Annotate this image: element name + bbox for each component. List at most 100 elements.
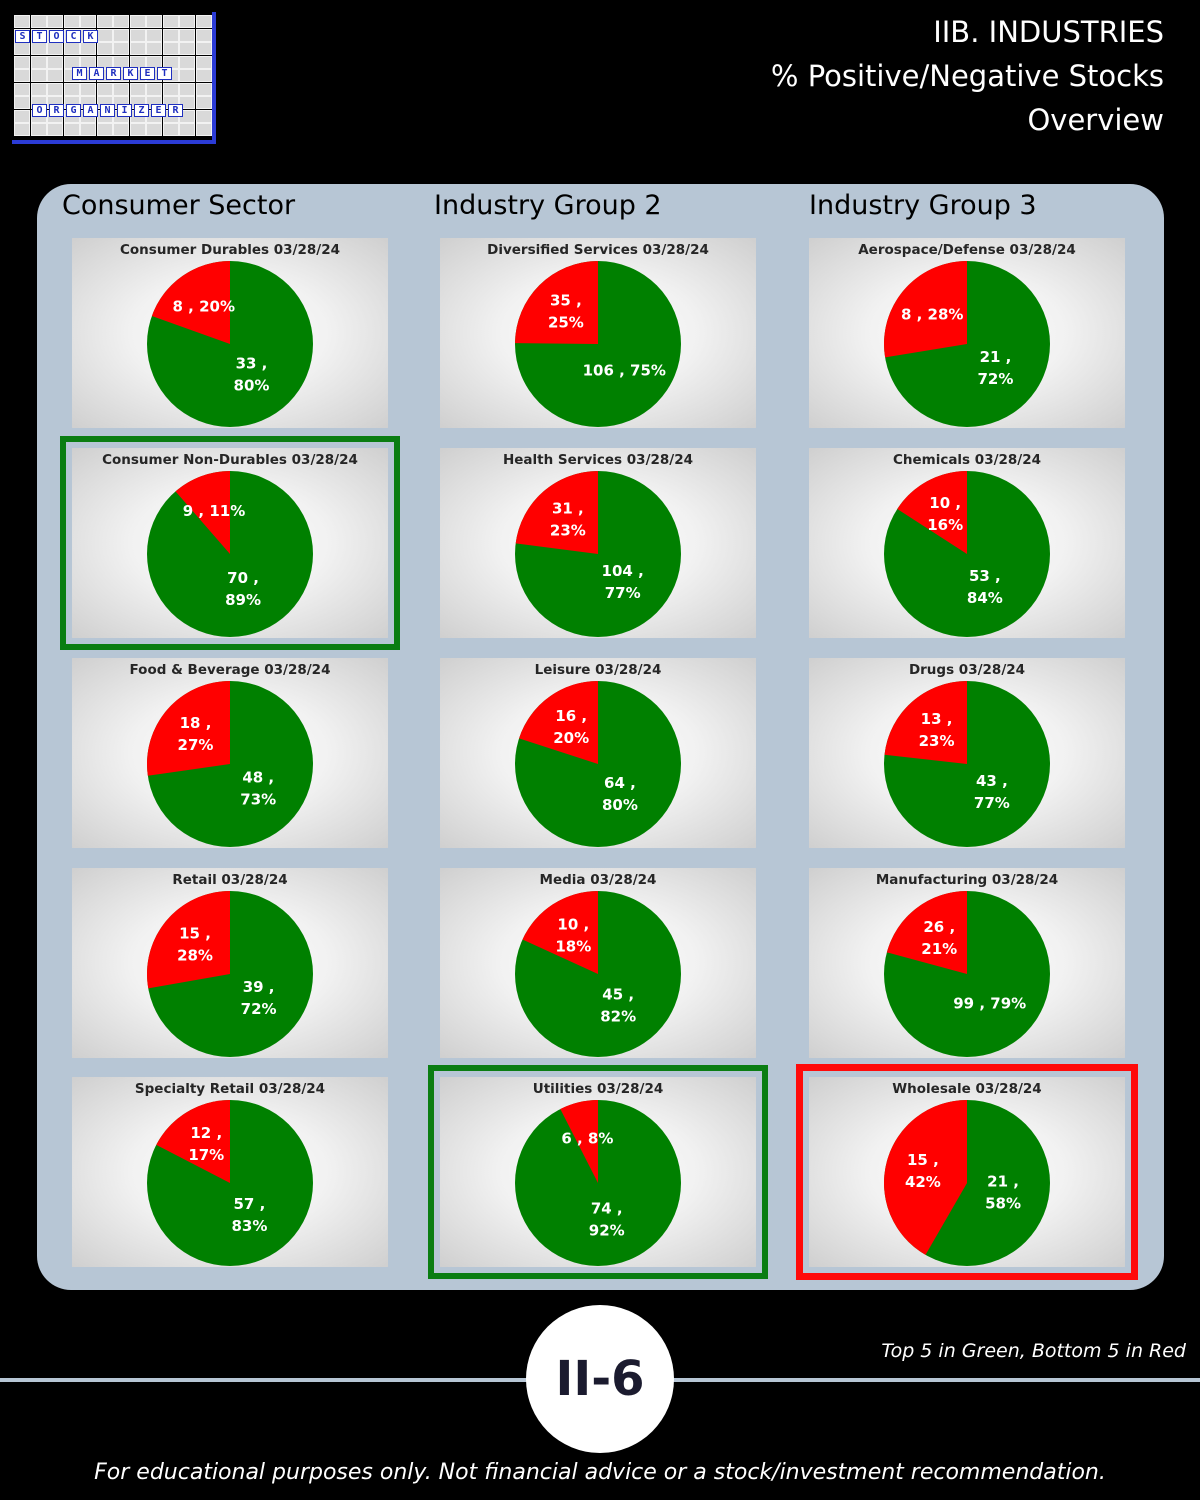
- logo-letter: O: [32, 104, 47, 117]
- data-label-negative: 8 , 20%: [172, 298, 234, 316]
- pie-chart-svg: 15 , 28% 39 , 72%: [147, 891, 313, 1057]
- data-label-negative: 26 , 21%: [921, 918, 957, 958]
- data-label-positive: 70 , 89%: [225, 569, 261, 609]
- data-label-line: 20%: [553, 729, 589, 747]
- pie-chart-svg: 26 , 21% 99 , 79%: [884, 891, 1050, 1057]
- data-label-line: 21%: [921, 940, 957, 958]
- logo-letter: R: [49, 104, 64, 117]
- data-label-line: 72%: [978, 370, 1014, 388]
- data-label-line: 99 , 79%: [953, 995, 1026, 1013]
- pie-chart-svg: 10 , 18% 45 , 82%: [515, 891, 681, 1057]
- data-label-line: 16%: [927, 516, 963, 534]
- pie-chart-card: Consumer Non-Durables 03/28/24 9 , 11% 70 …: [60, 436, 400, 650]
- logo-grid-cell: [129, 42, 146, 55]
- pie-chart-card: Media 03/28/24 10 , 18% 45 , 82%: [440, 868, 756, 1058]
- data-label-line: 10 ,: [557, 916, 589, 934]
- logo-letter: C: [66, 30, 81, 43]
- pie-chart-card: Leisure 03/28/24 16 , 20% 64 , 80%: [440, 658, 756, 848]
- data-label-negative: 31 , 23%: [550, 500, 586, 540]
- data-label-line: 8 , 20%: [172, 298, 234, 316]
- pie-slice-negative: [156, 1100, 230, 1183]
- data-label-negative: 8 , 28%: [901, 305, 963, 323]
- logo-letter: M: [72, 67, 87, 80]
- data-label-line: 70 ,: [227, 569, 259, 587]
- data-label-line: 92%: [589, 1221, 625, 1239]
- logo-grid-cell: [129, 82, 146, 96]
- logo-grid-cell: [80, 15, 96, 28]
- logo-grid-cell: [96, 123, 113, 136]
- logo-letter: A: [83, 104, 98, 117]
- data-label-negative: 13 , 23%: [919, 710, 955, 750]
- logo-grid-cell: [146, 123, 162, 136]
- logo-letter: Z: [134, 104, 149, 117]
- logo-grid-cell: [146, 15, 162, 28]
- data-label-negative: 6 , 8%: [561, 1130, 613, 1148]
- data-label-line: 21 ,: [980, 348, 1012, 366]
- data-label-line: 58%: [985, 1195, 1021, 1213]
- data-label-positive: 53 , 84%: [967, 567, 1003, 607]
- chart-title: Drugs 03/28/24: [908, 662, 1026, 678]
- pie-chart-svg: 8 , 20% 33 , 80%: [147, 261, 313, 427]
- data-label-line: 42%: [905, 1173, 941, 1191]
- logo-grid-cell: [195, 55, 212, 69]
- data-label-line: 12 ,: [190, 1124, 222, 1142]
- logo-letter: O: [49, 30, 64, 43]
- logo-letter: R: [106, 67, 121, 80]
- legend-note: Top 5 in Green, Bottom 5 in Red: [881, 1340, 1186, 1362]
- logo-grid-cell: [179, 55, 195, 69]
- pie-chart-svg: 18 , 27% 48 , 73%: [147, 681, 313, 847]
- chart-title: Food & Beverage 03/28/24: [129, 662, 331, 678]
- logo-letter: T: [32, 30, 47, 43]
- logo-grid-cell: [80, 123, 96, 136]
- chart-title: Wholesale 03/28/24: [892, 1081, 1042, 1097]
- pie-chart-svg: 16 , 20% 64 , 80%: [515, 681, 681, 847]
- logo-grid-cell: [14, 123, 30, 136]
- logo-grid-cell: [195, 15, 212, 28]
- logo-grid-cell: [195, 42, 212, 55]
- logo-grid-cell: [113, 42, 129, 55]
- logo-grid-cell: [80, 55, 96, 69]
- logo-grid-cell: [129, 28, 146, 42]
- pie-chart-card: Wholesale 03/28/24 15 , 42% 21 , 58%: [796, 1064, 1138, 1280]
- data-label-negative: 16 , 20%: [553, 707, 589, 747]
- header-line-3: Overview: [1027, 103, 1164, 137]
- data-label-line: 77%: [605, 584, 641, 602]
- logo-grid-cell: [96, 55, 113, 69]
- logo-letter: K: [123, 67, 138, 80]
- logo-grid-cell: [146, 42, 162, 55]
- chart-title: Utilities 03/28/24: [532, 1081, 664, 1097]
- data-label-negative: 12 , 17%: [188, 1124, 224, 1164]
- pie-chart-card: Chemicals 03/28/24 10 , 16% 53 , 84%: [809, 448, 1125, 638]
- pie-slice-negative: [151, 261, 230, 344]
- data-label-negative: 10 , 18%: [555, 916, 591, 956]
- data-label-line: 26 ,: [923, 918, 955, 936]
- pie-chart-card: Drugs 03/28/24 13 , 23% 43 , 77%: [809, 658, 1125, 848]
- data-label-positive: 104 , 77%: [602, 562, 644, 602]
- logo-grid-cell: [14, 69, 30, 82]
- data-label-line: 53 ,: [969, 567, 1001, 585]
- logo-grid-cell: [30, 55, 47, 69]
- logo-grid-cell: [96, 15, 113, 28]
- logo-grid-cell: [195, 96, 212, 109]
- chart-title: Leisure 03/28/24: [534, 662, 662, 678]
- logo-grid-cell: [96, 28, 113, 42]
- data-label-negative: 9 , 11%: [183, 502, 245, 520]
- page-badge: II-6: [526, 1305, 674, 1453]
- data-label-positive: 99 , 79%: [953, 995, 1026, 1013]
- logo-letter: S: [15, 30, 30, 43]
- logo-grid-cell: [179, 42, 195, 55]
- pie-chart-svg: 15 , 42% 21 , 58%: [884, 1100, 1050, 1266]
- data-label-positive: 45 , 82%: [600, 985, 636, 1025]
- logo-grid-cell: [113, 55, 129, 69]
- pie-slice-negative: [147, 891, 230, 989]
- data-label-line: 18 ,: [180, 714, 212, 732]
- logo-grid-cell: [195, 28, 212, 42]
- logo-grid-cell: [195, 69, 212, 82]
- logo-grid-cell: [63, 55, 80, 69]
- logo-grid-cell: [113, 28, 129, 42]
- data-label-line: 73%: [240, 790, 276, 808]
- data-label-line: 83%: [231, 1217, 267, 1235]
- logo-grid-cell: [113, 123, 129, 136]
- pie-slice-negative: [522, 891, 598, 974]
